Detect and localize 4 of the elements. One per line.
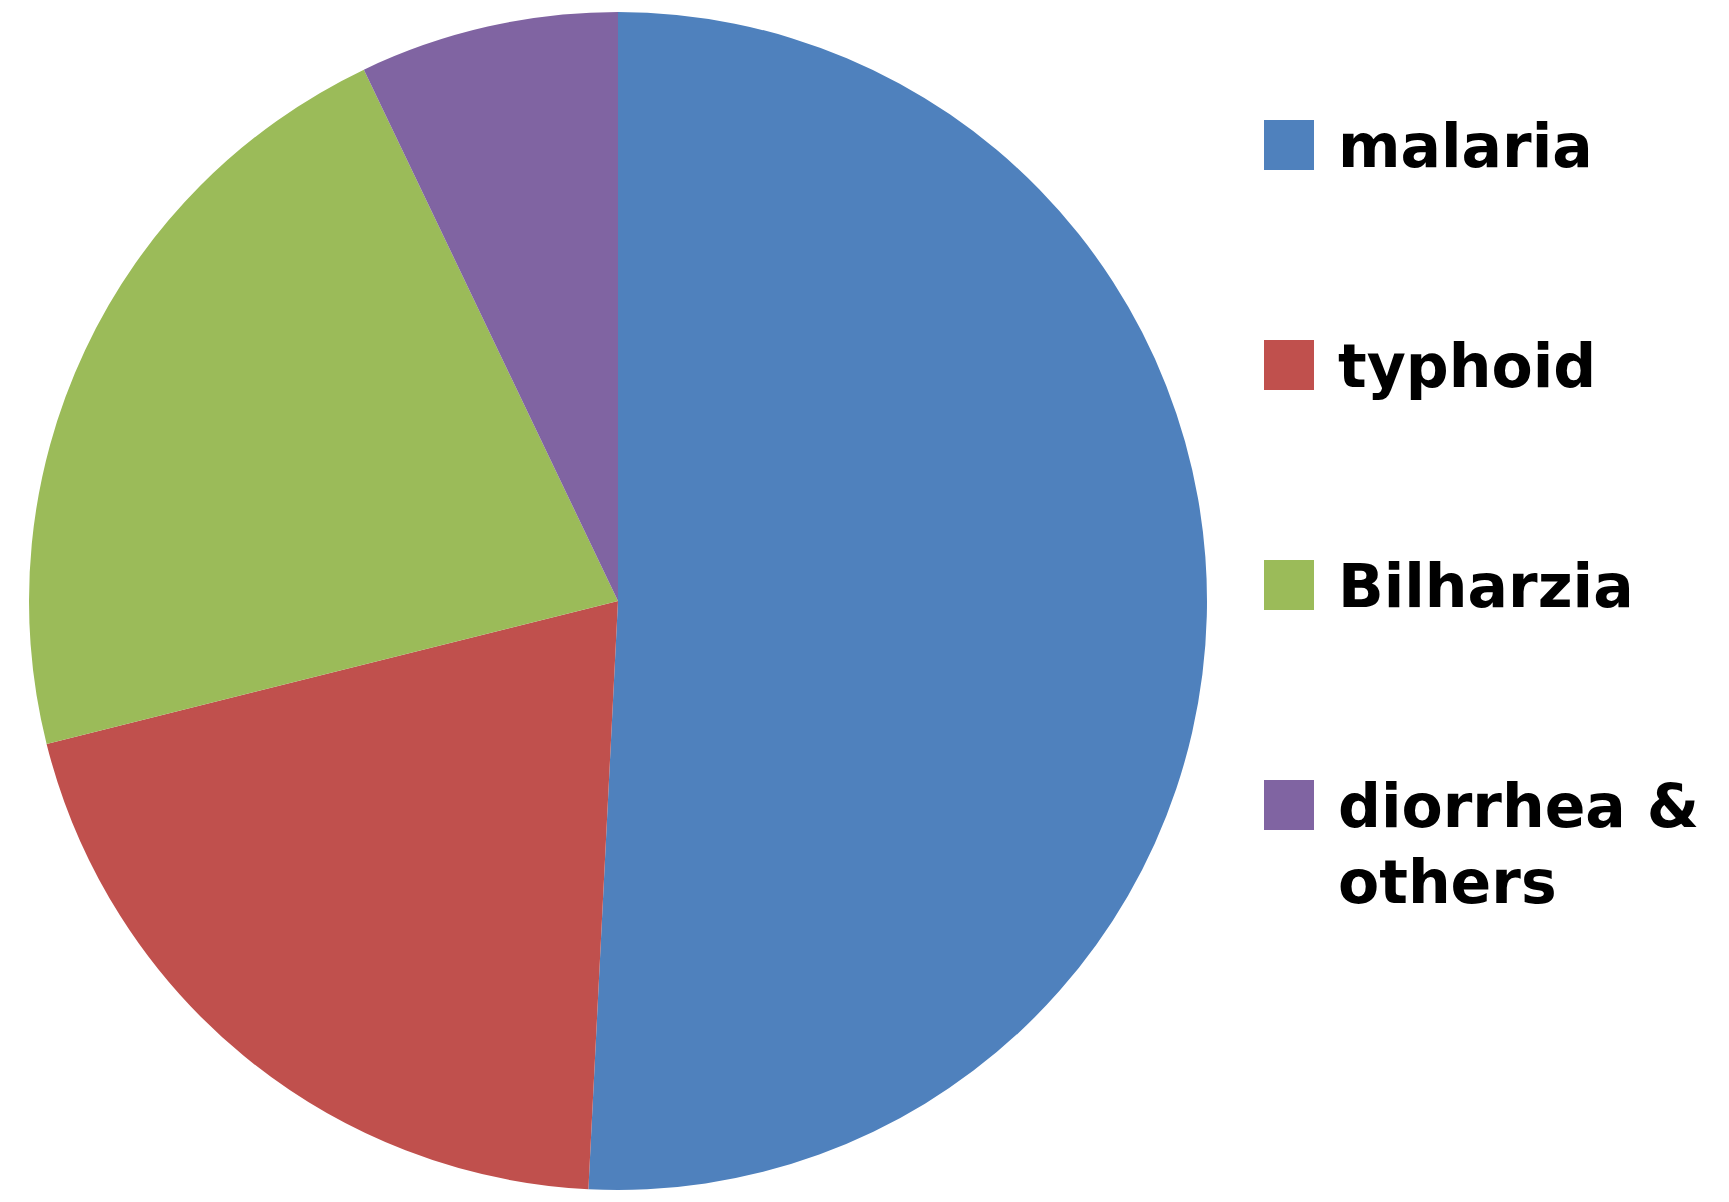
legend-label: typhoid [1338, 330, 1597, 403]
legend-label: malaria [1338, 110, 1593, 183]
legend-label: Bilharzia [1338, 550, 1634, 623]
legend-label: diorrhea & others [1338, 770, 1701, 919]
